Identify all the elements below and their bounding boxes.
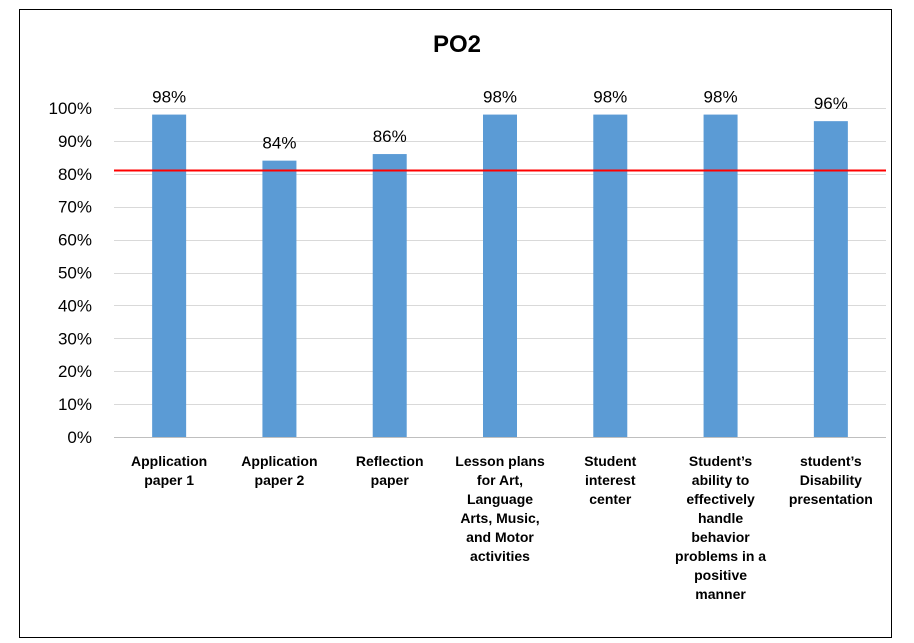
x-tick-label-line: paper 1 [144, 472, 195, 488]
y-tick-label: 40% [58, 296, 92, 315]
bar [813, 121, 848, 437]
x-tick-label-line: Student [584, 453, 637, 469]
y-tick-label: 50% [58, 264, 92, 283]
x-tick-label: student’s Disability presentation [776, 452, 886, 509]
x-tick-label: Application paper 1 [114, 452, 224, 490]
y-tick-label: 10% [58, 395, 92, 414]
y-tick-label: 70% [58, 198, 92, 217]
x-tick-label-line: manner [695, 586, 746, 602]
x-tick-label-line: Student’s [688, 453, 753, 469]
y-tick-label: 30% [58, 329, 92, 348]
data-label: 98% [704, 88, 738, 107]
data-label: 86% [373, 127, 407, 146]
y-tick-label: 0% [67, 428, 92, 447]
bar [593, 114, 628, 437]
bar [372, 154, 407, 437]
data-label: 98% [483, 88, 517, 107]
x-tick-label-line: center [589, 491, 632, 507]
x-tick-label-line: Application [241, 453, 318, 469]
x-tick-label-line: positive [694, 567, 748, 583]
x-tick-label-line: ability to [691, 472, 750, 488]
x-tick-label-line: activities [470, 548, 530, 564]
x-tick-label-line: problems in a [675, 548, 767, 564]
x-tick-label-line: student’s [799, 453, 862, 469]
chart-title: PO2 [432, 31, 482, 58]
x-tick-label: Reflection paper [335, 452, 445, 490]
x-tick-label: Student’s ability to effectively handle beha… [666, 452, 776, 604]
x-tick-label-line: paper [370, 472, 409, 488]
x-tick-label: Student interest center [555, 452, 665, 509]
y-tick-label: 20% [58, 362, 92, 381]
x-tick-label: Lesson plans for Art, Language Arts, Music,… [445, 452, 555, 566]
x-tick-label-line: Application [131, 453, 208, 469]
x-tick-label-line: handle [698, 510, 744, 526]
x-tick-label-line: Lesson plans [455, 453, 545, 469]
data-label: 96% [814, 94, 848, 113]
x-tick-label-line: Disability [799, 472, 862, 488]
x-tick-label-line: for Art, [476, 472, 524, 488]
data-label: 84% [262, 134, 296, 153]
bar [703, 114, 738, 437]
x-tick-label-line: Arts, Music, [460, 510, 540, 526]
x-tick-label-line: Language [466, 491, 534, 507]
data-label: 98% [593, 88, 627, 107]
data-label: 98% [152, 88, 186, 107]
x-tick-label-line: interest [584, 472, 636, 488]
x-tick-label-line: effectively [686, 491, 755, 507]
x-tick-label-line: behavior [691, 529, 750, 545]
x-tick-label-line: Reflection [355, 453, 424, 469]
y-tick-label: 80% [58, 165, 92, 184]
bar [152, 114, 187, 437]
x-tick-label: Application paper 2 [224, 452, 334, 490]
bar [262, 160, 297, 437]
x-tick-label-line: paper 2 [254, 472, 305, 488]
bar [483, 114, 517, 437]
y-tick-label: 60% [58, 231, 92, 250]
y-tick-label: 100% [49, 99, 92, 118]
x-tick-label-line: presentation [788, 491, 873, 507]
y-tick-label: 90% [58, 132, 92, 151]
x-tick-label-line: and Motor [466, 529, 534, 545]
